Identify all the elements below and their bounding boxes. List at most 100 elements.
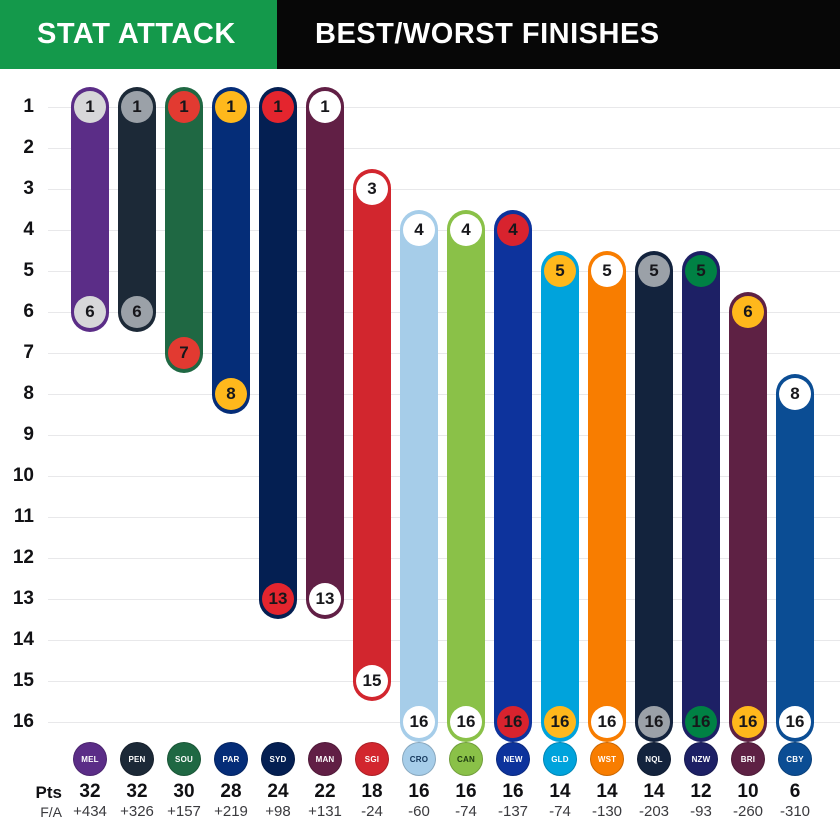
header-bar: STAT ATTACK BEST/WORST FINISHES bbox=[0, 0, 840, 69]
y-axis-tick-14: 14 bbox=[12, 629, 34, 650]
team-points-CAN: 16 bbox=[455, 781, 477, 802]
range-bar-CAN bbox=[447, 210, 485, 742]
team-points-PEN: 32 bbox=[126, 781, 148, 802]
team-logo-MEL: MEL bbox=[73, 742, 107, 776]
best-finish-circle-SOU: 1 bbox=[168, 91, 200, 123]
grid-line-position-16 bbox=[48, 721, 840, 723]
worst-finish-circle-BRI: 16 bbox=[732, 706, 764, 738]
best-finish-circle-SGI: 3 bbox=[356, 173, 388, 205]
team-for-against-BRI: -260 bbox=[732, 803, 764, 820]
worst-finish-circle-PAR: 8 bbox=[215, 378, 247, 410]
team-logo-CAN: CAN bbox=[449, 742, 483, 776]
worst-finish-circle-SGI: 15 bbox=[356, 665, 388, 697]
team-for-against-NZW: -93 bbox=[690, 803, 712, 820]
worst-finish-circle-MAN: 13 bbox=[309, 583, 341, 615]
team-logo-SGI: SGI bbox=[355, 742, 389, 776]
points-row-label: Pts bbox=[35, 783, 62, 802]
team-points-SGI: 18 bbox=[361, 781, 383, 802]
range-bar-CRO bbox=[400, 210, 438, 742]
y-axis-tick-1: 1 bbox=[23, 96, 34, 117]
y-axis-tick-4: 4 bbox=[23, 219, 34, 240]
range-bar-SOU bbox=[165, 87, 203, 373]
y-axis-tick-15: 15 bbox=[12, 670, 34, 691]
y-axis-tick-12: 12 bbox=[12, 547, 34, 568]
team-for-against-PAR: +219 bbox=[214, 803, 248, 820]
worst-finish-circle-SYD: 13 bbox=[262, 583, 294, 615]
best-finish-circle-GLD: 5 bbox=[544, 255, 576, 287]
best-finish-circle-CRO: 4 bbox=[403, 214, 435, 246]
grid-line-position-3 bbox=[48, 188, 840, 190]
best-finish-circle-BRI: 6 bbox=[732, 296, 764, 328]
team-for-against-PEN: +326 bbox=[120, 803, 154, 820]
team-points-PAR: 28 bbox=[220, 781, 242, 802]
best-finish-circle-NZW: 5 bbox=[685, 255, 717, 287]
worst-finish-circle-NZW: 16 bbox=[685, 706, 717, 738]
range-bar-PEN bbox=[118, 87, 156, 332]
worst-finish-circle-SOU: 7 bbox=[168, 337, 200, 369]
team-for-against-WST: -130 bbox=[591, 803, 623, 820]
team-for-against-CRO: -60 bbox=[408, 803, 430, 820]
grid-line-position-4 bbox=[48, 229, 840, 231]
grid-line-position-5 bbox=[48, 270, 840, 272]
team-points-NEW: 16 bbox=[502, 781, 524, 802]
stat-attack-badge: STAT ATTACK bbox=[0, 0, 277, 69]
grid-line-position-7 bbox=[48, 352, 840, 354]
range-bar-MEL bbox=[71, 87, 109, 332]
grid-line-position-10 bbox=[48, 475, 840, 477]
worst-finish-circle-NQL: 16 bbox=[638, 706, 670, 738]
grid-line-position-2 bbox=[48, 147, 840, 149]
team-points-MEL: 32 bbox=[79, 781, 101, 802]
team-logo-NZW: NZW bbox=[684, 742, 718, 776]
for-against-row-label: F/A bbox=[40, 804, 62, 820]
y-axis-tick-8: 8 bbox=[23, 383, 34, 404]
range-bar-NZW bbox=[682, 251, 720, 742]
team-points-CBY: 6 bbox=[789, 781, 801, 802]
y-axis-tick-9: 9 bbox=[23, 424, 34, 445]
chart-title-bar: BEST/WORST FINISHES bbox=[277, 0, 840, 69]
y-axis-tick-2: 2 bbox=[23, 137, 34, 158]
team-points-SOU: 30 bbox=[173, 781, 195, 802]
team-for-against-SOU: +157 bbox=[167, 803, 201, 820]
range-bar-GLD bbox=[541, 251, 579, 742]
range-bar-PAR bbox=[212, 87, 250, 414]
y-axis-tick-16: 16 bbox=[12, 711, 34, 732]
stat-attack-label: STAT ATTACK bbox=[37, 18, 236, 50]
grid-line-position-9 bbox=[48, 434, 840, 436]
team-logo-BRI: BRI bbox=[731, 742, 765, 776]
worst-finish-circle-CBY: 16 bbox=[779, 706, 811, 738]
team-for-against-CAN: -74 bbox=[455, 803, 477, 820]
best-finish-circle-NQL: 5 bbox=[638, 255, 670, 287]
range-bar-BRI bbox=[729, 292, 767, 742]
grid-line-position-11 bbox=[48, 516, 840, 518]
best-finish-circle-NEW: 4 bbox=[497, 214, 529, 246]
team-points-BRI: 10 bbox=[737, 781, 759, 802]
team-for-against-CBY: -310 bbox=[779, 803, 811, 820]
range-bar-NEW bbox=[494, 210, 532, 742]
team-for-against-GLD: -74 bbox=[549, 803, 571, 820]
y-axis-tick-6: 6 bbox=[23, 301, 34, 322]
y-axis-tick-11: 11 bbox=[13, 506, 34, 527]
range-bar-WST bbox=[588, 251, 626, 742]
grid-line-position-12 bbox=[48, 557, 840, 559]
range-bar-NQL bbox=[635, 251, 673, 742]
team-logo-MAN: MAN bbox=[308, 742, 342, 776]
best-finish-circle-SYD: 1 bbox=[262, 91, 294, 123]
team-for-against-NEW: -137 bbox=[497, 803, 529, 820]
y-axis-tick-7: 7 bbox=[23, 342, 34, 363]
worst-finish-circle-PEN: 6 bbox=[121, 296, 153, 328]
best-finish-circle-PAR: 1 bbox=[215, 91, 247, 123]
grid-line-position-1 bbox=[48, 106, 840, 108]
chart-title: BEST/WORST FINISHES bbox=[315, 18, 660, 50]
team-logo-WST: WST bbox=[590, 742, 624, 776]
worst-finish-circle-WST: 16 bbox=[591, 706, 623, 738]
team-points-CRO: 16 bbox=[408, 781, 430, 802]
team-points-SYD: 24 bbox=[267, 781, 289, 802]
worst-finish-circle-CAN: 16 bbox=[450, 706, 482, 738]
team-logo-SOU: SOU bbox=[167, 742, 201, 776]
team-points-NZW: 12 bbox=[690, 781, 712, 802]
team-logo-NEW: NEW bbox=[496, 742, 530, 776]
best-finish-circle-MAN: 1 bbox=[309, 91, 341, 123]
team-logo-PAR: PAR bbox=[214, 742, 248, 776]
team-for-against-MEL: +434 bbox=[73, 803, 107, 820]
